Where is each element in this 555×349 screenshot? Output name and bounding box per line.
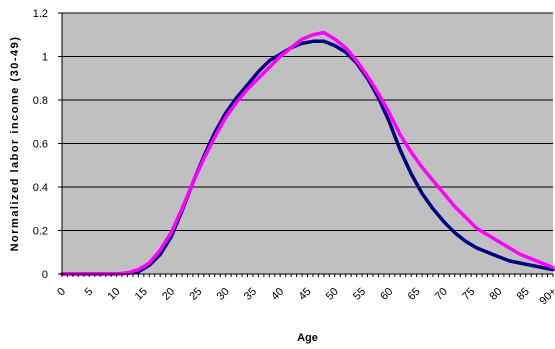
x-tick-label: 75	[460, 286, 477, 303]
x-tick-label: 35	[242, 286, 259, 303]
x-tick-label: 90+	[537, 286, 555, 308]
x-tick-label: 25	[187, 286, 204, 303]
y-tick-label: 0.6	[33, 139, 48, 151]
series-layer	[60, 30, 555, 276]
x-tick-label: 20	[160, 286, 177, 303]
x-tick-label: 45	[296, 286, 313, 303]
x-tick-label: 10	[106, 286, 123, 303]
x-tick-label: 5	[83, 286, 96, 299]
x-tick-label: 55	[351, 286, 368, 303]
y-tick-label: 0	[42, 269, 48, 281]
x-tick-label: 65	[406, 286, 423, 303]
axes	[58, 12, 554, 277]
x-tick-label: 30	[215, 286, 232, 303]
x-tick-label: 60	[378, 286, 395, 303]
x-axis-title: Age	[297, 332, 318, 344]
gridlines	[62, 12, 553, 231]
series-line-2	[60, 30, 555, 276]
x-tick-label: 40	[269, 286, 286, 303]
series-line-1	[60, 39, 555, 276]
y-tick-label: 0.8	[33, 95, 48, 107]
y-axis-title: Normalized labor income (30-49)	[9, 36, 21, 252]
y-tick-label: 1	[42, 52, 48, 64]
y-tick-labels: 0 0.2 0.4 0.6 0.8 1 1.2	[33, 8, 48, 281]
x-tick-label: 70	[433, 286, 450, 303]
x-tick-label: 80	[487, 286, 504, 303]
x-tick-label: 0	[55, 286, 68, 299]
x-tick-label: 85	[515, 286, 532, 303]
y-tick-label: 0.4	[33, 182, 48, 194]
x-tick-labels: 0 5 10 15 20 25 30 35 40 45 50 55 60 65 70 75 80 85 90+	[55, 286, 555, 308]
y-tick-label: 1.2	[33, 8, 48, 20]
x-tick-label: 50	[324, 286, 341, 303]
x-tick-label: 15	[133, 286, 150, 303]
y-tick-label: 0.2	[33, 226, 48, 238]
